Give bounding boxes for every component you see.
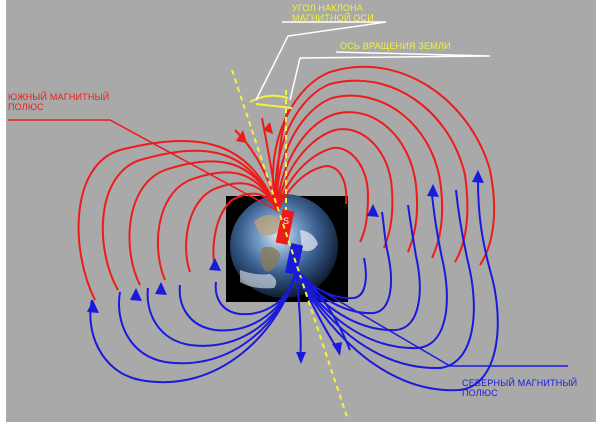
field-lines-south	[77, 65, 496, 301]
south-pole-label-line2: ПОЛЮС	[8, 102, 44, 112]
field-lines-north	[89, 179, 499, 392]
arrows-south	[236, 122, 273, 143]
leader-lines	[8, 21, 568, 367]
rotation-axis-label: ОСЬ ВРАЩЕНИЯ ЗЕМЛИ	[340, 41, 451, 51]
tilt-angle-label-line2: МАГНИТНОЙ ОСИ	[292, 13, 374, 23]
pole-s-label: S	[283, 216, 289, 226]
tilt-angle-label-line1: УГОЛ НАКЛОНА	[292, 3, 363, 13]
earth-image	[226, 194, 348, 302]
tilt-angle-arc	[255, 103, 293, 109]
angle-arc	[249, 94, 289, 103]
arrows-north	[87, 170, 484, 364]
magnetic-axis-line	[231, 69, 349, 421]
south-pole-label-line1: ЮЖНЫЙ МАГНИТНЫЙ	[8, 92, 110, 102]
north-leader-line	[295, 275, 568, 367]
north-pole-label-line2: ПОЛЮС	[462, 388, 498, 398]
tilt-angle-label: УГОЛ НАКЛОНА МАГНИТНОЙ ОСИ	[292, 3, 374, 23]
north-pole-label-line1: СЕВЕРНЫЙ МАГНИТНЫЙ	[462, 378, 578, 388]
rotation-leader-line	[289, 51, 491, 101]
south-pole-label: ЮЖНЫЙ МАГНИТНЫЙ ПОЛЮС	[8, 92, 109, 112]
axes	[231, 69, 349, 421]
tilt-leader-line	[255, 21, 387, 101]
south-leader-line	[8, 119, 277, 211]
north-pole-label: СЕВЕРНЫЙ МАГНИТНЫЙ ПОЛЮС	[462, 378, 577, 398]
